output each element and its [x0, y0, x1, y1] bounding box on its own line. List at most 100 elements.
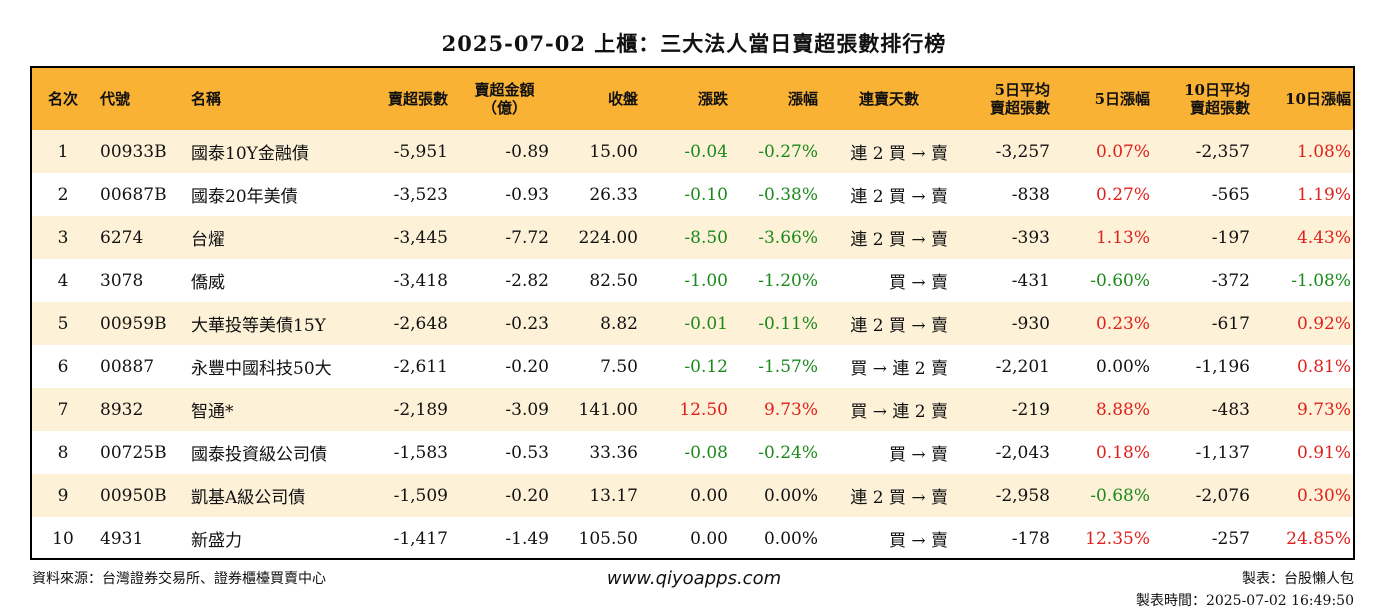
- cell-rank: 4: [57, 270, 69, 291]
- page-title: 2025-07-02 上櫃：三大法人當日賣超張數排行榜: [441, 31, 947, 56]
- cell-sell-volume: -3,418: [393, 270, 448, 291]
- cell-sell-amount: -0.93: [505, 184, 549, 205]
- cell-sell-amount: -0.53: [505, 442, 549, 463]
- cell-change-pct: -3.66%: [758, 227, 818, 248]
- cell-sell-amount: -2.82: [505, 270, 549, 291]
- cell-avg5: -838: [1011, 184, 1050, 205]
- cell-sell-amount: -7.72: [505, 227, 549, 248]
- cell-change: -1.00: [684, 270, 728, 291]
- data-source: 資料來源：台灣證券交易所、證券櫃檯買賣中心: [32, 571, 326, 587]
- cell-streak: 連 2 買 → 賣: [850, 316, 948, 336]
- header-sell-volume: 賣超張數: [387, 90, 448, 108]
- ranking-table: 名次 代號 名稱 賣超張數 賣超金額 （億） 收盤 漲跌 漲幅 連賣天數 5日平…: [32, 68, 1353, 558]
- header-change-pct: 漲幅: [787, 90, 818, 108]
- cell-close: 26.33: [589, 184, 638, 205]
- header-code: 代號: [100, 90, 131, 108]
- cell-sell-amount: -3.09: [505, 399, 549, 420]
- cell-pct5: -0.60%: [1090, 270, 1150, 291]
- cell-streak: 連 2 買 → 賣: [850, 230, 948, 250]
- header-close: 收盤: [607, 90, 638, 108]
- cell-close: 8.82: [600, 313, 638, 334]
- cell-close: 13.17: [589, 485, 638, 506]
- cell-sell-amount: -0.23: [505, 313, 549, 334]
- cell-avg5: -930: [1011, 313, 1050, 334]
- cell-sell-volume: -2,648: [393, 313, 448, 334]
- cell-name: 國泰投資級公司債: [191, 445, 327, 465]
- cell-change: 12.50: [679, 399, 728, 420]
- header-avg5: 5日平均 賣超張數: [954, 68, 1056, 130]
- header-avg10-line1: 10日平均: [1184, 81, 1250, 99]
- cell-close: 141.00: [578, 399, 638, 420]
- cell-name: 大華投等美債15Y: [191, 316, 326, 336]
- header-avg10: 10日平均 賣超張數: [1156, 68, 1256, 130]
- cell-change: -0.12: [684, 356, 728, 377]
- cell-change-pct: 0.00%: [763, 485, 818, 506]
- cell-change-pct: 0.00%: [763, 528, 818, 549]
- cell-pct5: 0.23%: [1095, 313, 1150, 334]
- cell-change: 0.00: [690, 485, 728, 506]
- cell-pct5: 0.27%: [1095, 184, 1150, 205]
- table-row: 9 00950B 凱基A級公司債 -1,509 -0.20 13.17 0.00 0.00% 連…: [32, 474, 1353, 517]
- cell-pct10: 24.85%: [1286, 528, 1351, 549]
- cell-avg5: -219: [1011, 399, 1050, 420]
- cell-avg5: -178: [1011, 528, 1050, 549]
- cell-rank: 10: [52, 528, 74, 549]
- cell-pct10: 1.08%: [1296, 141, 1351, 162]
- cell-close: 7.50: [600, 356, 638, 377]
- cell-rank: 3: [57, 227, 69, 248]
- cell-code: 3078: [100, 270, 144, 291]
- cell-sell-volume: -1,417: [393, 528, 448, 549]
- cell-name: 僑威: [191, 273, 225, 293]
- footer-credits: 製表：台股懶人包 製表時間：2025-07-02 16:49:50: [1136, 568, 1354, 612]
- cell-streak: 買 → 賣: [888, 445, 948, 465]
- cell-rank: 9: [57, 485, 69, 506]
- cell-pct10: 0.30%: [1296, 485, 1351, 506]
- cell-streak: 買 → 連 2 賣: [850, 359, 948, 379]
- cell-streak: 連 2 買 → 賣: [850, 488, 948, 508]
- table-row: 1 00933B 國泰10Y金融債 -5,951 -0.89 15.00 -0.04 -0.2…: [32, 130, 1353, 173]
- cell-close: 224.00: [578, 227, 638, 248]
- cell-name: 永豐中國科技50大: [191, 359, 332, 379]
- cell-sell-amount: -1.49: [505, 528, 549, 549]
- cell-change-pct: -0.11%: [758, 313, 818, 334]
- cell-code: 00959B: [100, 313, 167, 334]
- table-row: 8 00725B 國泰投資級公司債 -1,583 -0.53 33.36 -0.08 -0.2…: [32, 431, 1353, 474]
- cell-streak: 買 → 連 2 賣: [850, 402, 948, 422]
- header-sell-amount-line2: （億）: [481, 99, 527, 117]
- header-change: 漲跌: [697, 90, 728, 108]
- cell-change: -0.04: [684, 141, 728, 162]
- cell-close: 105.50: [578, 528, 638, 549]
- cell-change: -0.01: [684, 313, 728, 334]
- cell-pct5: 12.35%: [1085, 528, 1150, 549]
- cell-sell-amount: -0.20: [505, 356, 549, 377]
- cell-name: 台燿: [191, 230, 225, 250]
- cell-pct5: 0.07%: [1095, 141, 1150, 162]
- cell-avg10: -372: [1211, 270, 1250, 291]
- cell-sell-volume: -5,951: [393, 141, 448, 162]
- cell-avg5: -431: [1011, 270, 1050, 291]
- cell-sell-volume: -2,611: [393, 356, 448, 377]
- cell-code: 00687B: [100, 184, 167, 205]
- cell-pct10: 9.73%: [1296, 399, 1351, 420]
- header-streak: 連賣天數: [858, 90, 919, 108]
- cell-sell-amount: -0.20: [505, 485, 549, 506]
- cell-code: 8932: [100, 399, 144, 420]
- cell-name: 智通*: [191, 402, 234, 422]
- cell-pct10: 0.81%: [1296, 356, 1351, 377]
- cell-pct10: 4.43%: [1296, 227, 1351, 248]
- cell-pct10: 0.92%: [1296, 313, 1351, 334]
- cell-change: -0.08: [684, 442, 728, 463]
- cell-pct10: 0.91%: [1296, 442, 1351, 463]
- table-row: 2 00687B 國泰20年美債 -3,523 -0.93 26.33 -0.10 -0.38…: [32, 173, 1353, 216]
- cell-avg5: -2,043: [995, 442, 1050, 463]
- made-time-label: 製表時間：2025-07-02 16:49:50: [1135, 593, 1354, 609]
- table-row: 3 6274 台燿 -3,445 -7.72 224.00 -8.50 -3.66% 連 2 買…: [32, 216, 1353, 259]
- cell-avg10: -2,357: [1195, 141, 1250, 162]
- header-name: 名稱: [191, 90, 222, 108]
- cell-streak: 買 → 賣: [888, 531, 948, 551]
- cell-code: 4931: [100, 528, 144, 549]
- website-link[interactable]: www.qiyoapps.com: [606, 568, 782, 589]
- cell-avg10: -1,196: [1195, 356, 1250, 377]
- cell-streak: 連 2 買 → 賣: [850, 144, 948, 164]
- cell-pct5: 0.00%: [1095, 356, 1150, 377]
